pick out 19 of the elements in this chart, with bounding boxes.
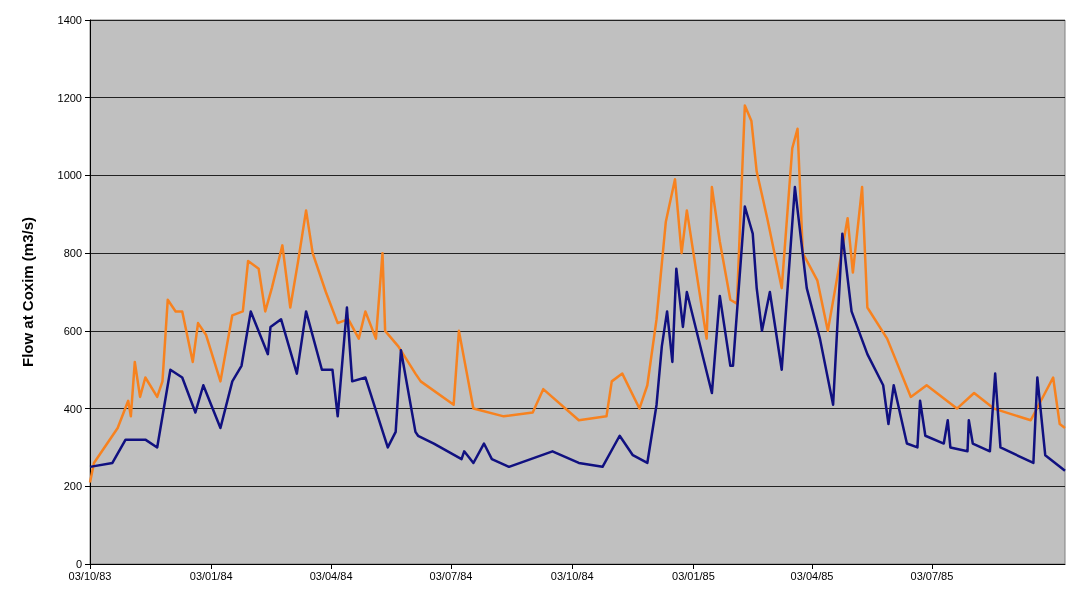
y-tick-label: 600 <box>63 324 82 337</box>
y-tick-label: 1200 <box>57 91 82 104</box>
x-tick-label: 03/10/84 <box>550 569 594 582</box>
x-tick-label: 03/01/84 <box>189 569 233 582</box>
y-tick-label: 200 <box>63 480 82 493</box>
line-series <box>88 185 1066 472</box>
x-tick-label: 03/10/83 <box>68 569 112 582</box>
y-axis-title: Flow at Coxim (m3/s) <box>19 216 36 368</box>
y-tick-label: 400 <box>63 402 82 415</box>
x-tick-label: 03/04/84 <box>309 569 353 582</box>
x-tick-label: 03/01/85 <box>672 569 715 582</box>
x-tick-label: 03/04/85 <box>790 569 834 582</box>
y-tick-label: 1000 <box>57 169 82 182</box>
x-tick-label: 03/07/84 <box>429 569 473 582</box>
x-tick-label: 03/07/85 <box>910 569 954 582</box>
line-series <box>88 104 1066 484</box>
y-tick-label: 1400 <box>57 14 82 26</box>
y-tick-label: 0 <box>75 558 82 570</box>
y-tick-label: 800 <box>63 247 82 260</box>
